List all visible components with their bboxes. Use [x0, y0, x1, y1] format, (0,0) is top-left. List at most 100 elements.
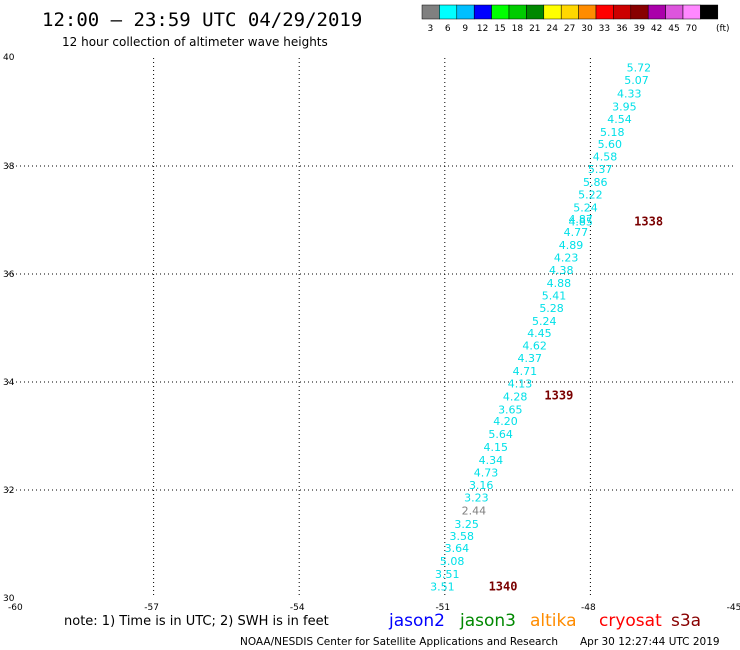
scale-label: 6	[445, 24, 451, 34]
swh-label: 4.13	[508, 377, 533, 390]
swh-label: 5.37	[588, 163, 613, 176]
swh-label: 5.28	[539, 302, 564, 315]
page-subtitle: 12 hour collection of altimeter wave hei…	[62, 35, 328, 49]
grid-lines	[8, 58, 736, 598]
swh-label: 5.24	[573, 201, 598, 214]
swh-label: 5.24	[532, 315, 557, 328]
satellite-legend: jason2 jason3 altika cryosat s3a	[388, 611, 701, 631]
scale-swatch	[595, 4, 614, 20]
scale-unit-label: (ft)	[716, 24, 730, 34]
time-label: 1339	[544, 388, 573, 402]
swh-label: 4.28	[503, 390, 528, 403]
x-tick-label: -51	[435, 603, 450, 613]
legend-item-cryosat: cryosat	[599, 611, 662, 631]
swh-label: 4.58	[593, 151, 618, 164]
x-tick-label: -57	[144, 603, 159, 613]
scale-label: 3	[428, 24, 434, 34]
scale-swatch	[682, 4, 701, 20]
time-label: 1340	[489, 579, 518, 593]
swh-label: 4.37	[517, 352, 542, 365]
swh-label: 4.38	[549, 264, 574, 277]
swh-label: 4.88	[547, 277, 572, 290]
swh-label: 3.23	[464, 491, 489, 504]
swh-label: 4.15	[484, 441, 509, 454]
legend-item-altika: altika	[530, 611, 577, 631]
swh-label: 5.08	[440, 555, 465, 568]
swh-label: 4.89	[559, 239, 584, 252]
y-tick-label: 38	[3, 162, 15, 172]
swh-label: 3.25	[454, 518, 479, 531]
scale-swatch	[613, 4, 632, 20]
scale-label: 39	[633, 24, 645, 34]
scale-swatch	[665, 4, 684, 20]
scale-label: 15	[494, 24, 505, 34]
scale-label: 30	[581, 24, 593, 34]
scale-label: 12	[477, 24, 488, 34]
legend-item-s3a: s3a	[671, 611, 701, 631]
scale-swatch	[700, 4, 719, 20]
page-title: 12:00 – 23:59 UTC 04/29/2019	[42, 9, 362, 31]
swh-label: 4.23	[554, 252, 579, 265]
x-tick-label: -60	[8, 603, 23, 613]
y-tick-label: 30	[3, 594, 15, 604]
swh-label: 5.86	[583, 176, 608, 189]
swh-label: 5.64	[488, 428, 513, 441]
swh-label: 3.51	[430, 580, 455, 593]
scale-label: 42	[651, 24, 662, 34]
legend-item-jason3: jason3	[459, 611, 516, 631]
footer-note: note: 1) Time is in UTC; 2) SWH is in fe…	[64, 614, 329, 629]
legend-item-jason2: jason2	[388, 611, 445, 631]
swh-label: 5.72	[627, 62, 652, 75]
scale-swatch	[630, 4, 649, 20]
swh-label: 4.34	[479, 454, 504, 467]
scale-swatch	[578, 4, 597, 20]
swh-label: 4.85	[568, 215, 593, 228]
swh-label: 5.18	[600, 126, 625, 139]
color-scale-bar: 3 6 9 12 15 18 21 24 27 30 33 36 39 42 45 70	[421, 4, 719, 34]
scale-label: 33	[599, 24, 610, 34]
swh-label: 3.65	[498, 403, 523, 416]
scale-swatch	[560, 4, 579, 20]
swh-label: 3.51	[435, 568, 460, 581]
scale-label: 45	[668, 24, 679, 34]
scale-label: 9	[462, 24, 468, 34]
scale-swatch	[508, 4, 527, 20]
scale-label: 70	[686, 24, 698, 34]
x-tick-label: -45	[727, 603, 740, 613]
swh-label: 4.45	[527, 327, 552, 340]
credit-text: NOAA/NESDIS Center for Satellite Applica…	[240, 636, 558, 648]
scale-label: 27	[564, 24, 575, 34]
swh-label: 4.77	[564, 226, 589, 239]
swh-label: 5.22	[578, 188, 603, 201]
x-tick-label: -48	[581, 603, 596, 613]
swh-label: 5.41	[542, 289, 567, 302]
swh-label: 4.62	[522, 340, 547, 353]
y-tick-label: 40	[3, 53, 15, 63]
scale-swatch	[439, 4, 458, 20]
swh-label: 3.64	[445, 542, 470, 555]
swh-label: 4.33	[617, 87, 642, 100]
scale-swatch	[421, 4, 440, 20]
swh-label: 4.87	[568, 213, 593, 226]
swh-label: 4.71	[513, 365, 538, 378]
scale-swatch	[473, 4, 492, 20]
scale-swatch	[456, 4, 475, 20]
scale-swatch	[491, 4, 510, 20]
scale-label: 18	[512, 24, 524, 34]
axis-ticks: -60 -57 -54 -51 -48 -45 30 32 34 36 38 40	[3, 53, 740, 613]
scale-swatch	[543, 4, 562, 20]
scale-label: 24	[546, 24, 558, 34]
scale-swatch	[526, 4, 545, 20]
swh-label: 4.20	[493, 415, 518, 428]
y-tick-label: 32	[3, 486, 14, 496]
swh-label: 3.58	[450, 530, 475, 543]
time-label: 1338	[634, 214, 663, 228]
swh-label: 2.44	[462, 504, 487, 517]
swh-label: 3.16	[469, 479, 494, 492]
swh-label: 5.07	[624, 74, 649, 87]
x-tick-label: -54	[290, 603, 305, 613]
data-labels: 5.725.074.333.954.545.185.604.585.375.86…	[430, 62, 663, 594]
y-tick-label: 36	[3, 270, 15, 280]
